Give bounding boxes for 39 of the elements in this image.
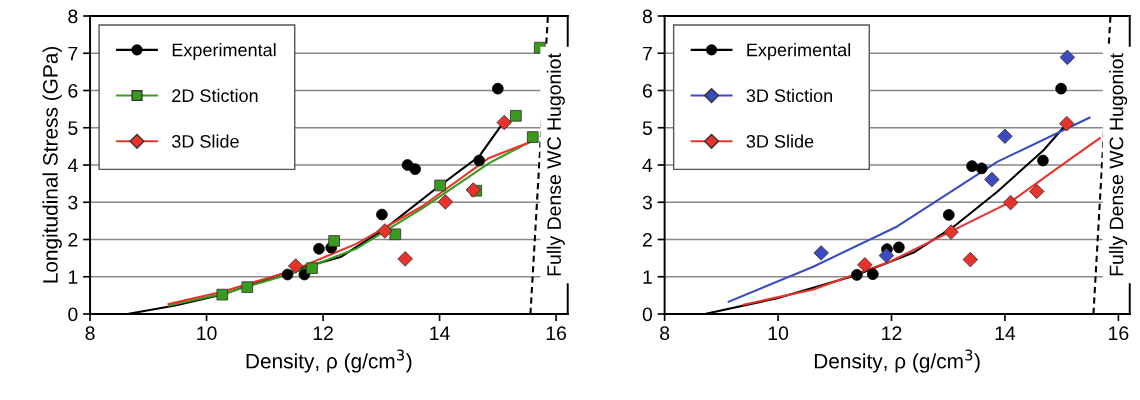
y-tick-label: 2 [68,232,78,247]
legend-label: Experimental [747,43,851,60]
y-tick-label: 8 [642,9,652,24]
y-tick-label: 4 [642,158,653,173]
y-tick-label: 3 [68,195,78,210]
annotation: Fully Dense WC Hugoniot [1109,53,1128,276]
y-tick-label: 7 [643,46,652,61]
y-axis-title: Longitudinal Stress (GPa) [42,47,62,283]
y-tick-label: 6 [68,83,78,98]
legend-label: 3D Stiction [746,88,832,103]
y-tick-label: 1 [643,270,652,284]
x-tick-label: 16 [546,326,567,341]
y-tick-label: 5 [642,121,652,135]
legend-label: 3D Slide [172,134,239,148]
y-tick-label: 0 [68,307,78,322]
x-tick-label: 8 [660,326,670,341]
x-tick-label: 10 [768,326,789,341]
x-axis-title: Density, ρ (g/cm$^{3}$) [246,349,412,373]
y-tick-label: 6 [642,83,652,98]
y-tick-label: 2 [642,232,652,247]
y-tick-label: 3 [642,195,652,210]
x-tick-label: 12 [313,326,333,340]
legend-label: 2D Stiction [172,88,258,103]
annotation: Fully Dense WC Hugoniot [546,53,565,276]
y-tick-label: 5 [68,121,78,135]
x-axis-title: Density, ρ (g/cm$^{3}$) [814,349,980,373]
legend-label: 3D Slide [746,134,814,148]
legend-label: Experimental [172,43,276,60]
x-tick-label: 14 [430,326,450,340]
y-tick-label: 0 [642,307,653,322]
y-tick-label: 4 [67,158,78,173]
x-tick-label: 8 [85,326,95,341]
x-tick-label: 12 [882,326,902,340]
x-tick-label: 10 [197,326,217,341]
y-tick-label: 1 [68,270,78,284]
y-tick-label: 8 [68,9,78,24]
x-tick-label: 16 [1109,326,1129,341]
y-tick-label: 7 [68,46,78,61]
x-tick-label: 14 [995,326,1016,340]
